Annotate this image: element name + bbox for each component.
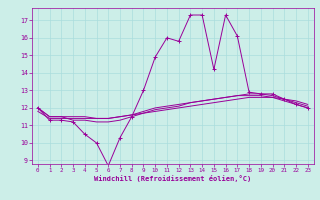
X-axis label: Windchill (Refroidissement éolien,°C): Windchill (Refroidissement éolien,°C) bbox=[94, 175, 252, 182]
